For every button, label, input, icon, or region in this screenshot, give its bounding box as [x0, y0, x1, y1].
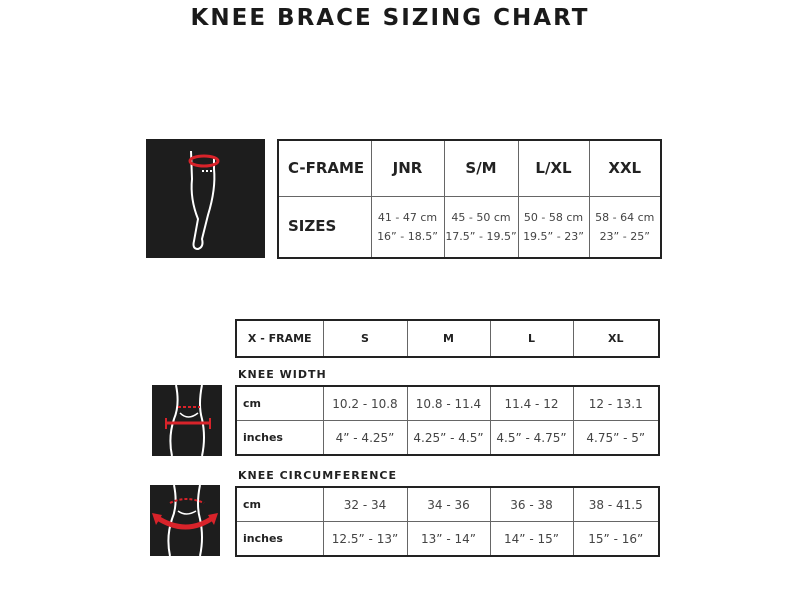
size-l: L [489, 319, 574, 358]
cm-label: cm [235, 486, 324, 522]
cell: 10.2 - 10.8 [322, 385, 408, 421]
knee-width-label: KNEE WIDTH [238, 368, 327, 381]
size-jnr: JNR [370, 139, 445, 197]
cm-value: 45 - 50 cm [451, 210, 511, 224]
table-row: C-FRAME JNR S/M L/XL XXL [277, 139, 662, 197]
inch-value: 17.5” - 19.5” [445, 229, 517, 243]
inches-label: inches [235, 420, 324, 456]
table-row: inches 12.5” - 13” 13” - 14” 14” - 15” 1… [235, 521, 660, 557]
size-xl: XL [572, 319, 660, 358]
page-title: KNEE BRACE SIZING CHART [190, 5, 590, 31]
knee-width-table: cm 10.2 - 10.8 10.8 - 11.4 11.4 - 12 12 … [235, 385, 660, 456]
cm-value: 50 - 58 cm [523, 210, 584, 224]
cell: 36 - 38 [489, 486, 574, 522]
sizes-label: SIZES [277, 195, 372, 259]
size-cell: 45 - 50 cm 17.5” - 19.5” [443, 195, 519, 259]
cell: 38 - 41.5 [572, 486, 660, 522]
inch-value: 16” - 18.5” [377, 229, 438, 243]
cell: 4.25” - 4.5” [406, 420, 491, 456]
cell: 4.5” - 4.75” [489, 420, 574, 456]
size-lxl: L/XL [517, 139, 590, 197]
cell: 34 - 36 [406, 486, 491, 522]
knee-circumference-label: KNEE CIRCUMFERENCE [238, 469, 397, 482]
size-cell: 41 - 47 cm 16” - 18.5” [370, 195, 445, 259]
size-cell: 58 - 64 cm 23” - 25” [588, 195, 662, 259]
leg-thigh-measure-icon [146, 139, 265, 258]
x-frame-header: X - FRAME [235, 319, 324, 358]
cell: 13” - 14” [406, 521, 491, 557]
inch-value: 19.5” - 23” [523, 229, 584, 243]
table-row: inches 4” - 4.25” 4.25” - 4.5” 4.5” - 4.… [235, 420, 660, 456]
cell: 4.75” - 5” [572, 420, 660, 456]
table-row: X - FRAME S M L XL [235, 319, 660, 358]
cell: 14” - 15” [489, 521, 574, 557]
cell: 11.4 - 12 [489, 385, 574, 421]
table-row: cm 10.2 - 10.8 10.8 - 11.4 11.4 - 12 12 … [235, 385, 660, 421]
inches-label: inches [235, 521, 324, 557]
c-frame-header: C-FRAME [277, 139, 372, 197]
cm-value: 58 - 64 cm [595, 210, 655, 224]
cell: 4” - 4.25” [322, 420, 408, 456]
table-row: SIZES 41 - 47 cm 16” - 18.5” 45 - 50 cm 17… [277, 195, 662, 259]
cell: 12 - 13.1 [572, 385, 660, 421]
size-xxl: XXL [588, 139, 662, 197]
knee-circumference-icon [150, 484, 220, 557]
size-sm: S/M [443, 139, 519, 197]
x-frame-table: X - FRAME S M L XL [235, 319, 660, 358]
knee-circumference-table: cm 32 - 34 34 - 36 36 - 38 38 - 41.5 inc… [235, 486, 660, 557]
size-cell: 50 - 58 cm 19.5” - 23” [517, 195, 590, 259]
cm-value: 41 - 47 cm [377, 210, 438, 224]
cell: 10.8 - 11.4 [406, 385, 491, 421]
cell: 15” - 16” [572, 521, 660, 557]
knee-width-icon [152, 384, 222, 457]
cell: 32 - 34 [322, 486, 408, 522]
inch-value: 23” - 25” [599, 229, 650, 243]
cm-label: cm [235, 385, 324, 421]
size-s: S [322, 319, 408, 358]
c-frame-table: C-FRAME JNR S/M L/XL XXL SIZES 41 - 47 c… [277, 139, 662, 259]
table-row: cm 32 - 34 34 - 36 36 - 38 38 - 41.5 [235, 486, 660, 522]
size-m: M [406, 319, 491, 358]
cell: 12.5” - 13” [322, 521, 408, 557]
